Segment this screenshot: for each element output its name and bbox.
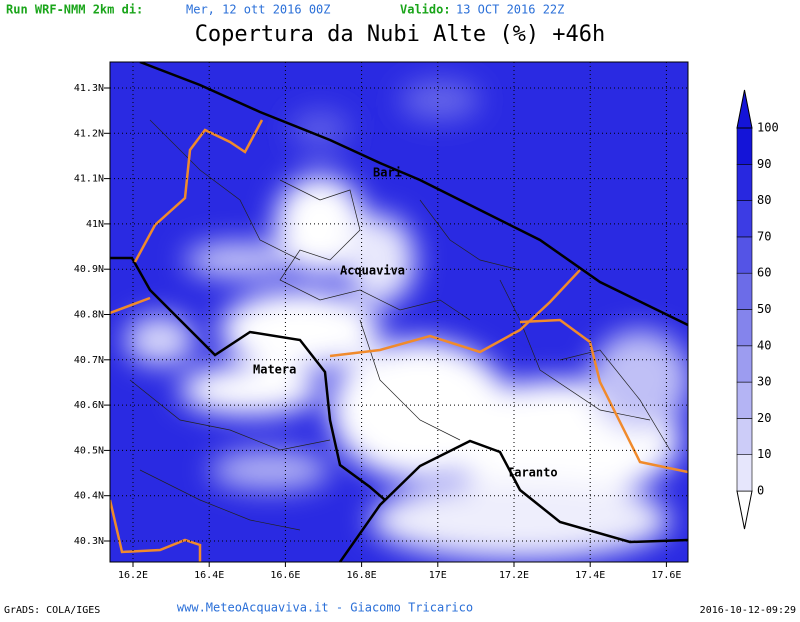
lat-label: 41.1N — [74, 174, 104, 185]
city-label: Acquaviva — [340, 264, 405, 278]
colorbar-swatch — [736, 272, 753, 310]
regional-borders — [110, 119, 688, 562]
lat-label: 40.7N — [74, 355, 104, 366]
colorbar-swatch — [736, 309, 753, 347]
colorbar-label: 20 — [757, 411, 771, 425]
timestamp: 2016-10-12-09:29 — [700, 605, 796, 616]
grid-lines — [110, 62, 688, 562]
lat-label: 40.9N — [74, 264, 104, 275]
run-date: Mer, 12 ott 2016 00Z — [186, 3, 331, 17]
lat-label: 40.4N — [74, 491, 104, 502]
lon-label: 16.8E — [347, 570, 377, 581]
lon-label: 17E — [429, 570, 447, 581]
colorbar-swatch — [736, 236, 753, 274]
clear-areas — [125, 80, 688, 560]
colorbar-swatch — [736, 200, 753, 238]
lat-label: 41N — [86, 219, 104, 230]
colorbar-label: 100 — [757, 121, 779, 135]
map-field — [110, 62, 688, 562]
colorbar-swatch — [736, 454, 753, 492]
colorbar-swatch — [736, 345, 753, 383]
axis-labels: 41.3N 41.2N 41.1N 41N 40.9N 40.8N 40.7N 40.6N 40… — [74, 83, 682, 581]
colorbar-label: 40 — [757, 338, 771, 352]
lon-label: 17.2E — [499, 570, 529, 581]
colorbar-label: 90 — [757, 157, 771, 171]
colorbar-label: 30 — [757, 375, 771, 389]
lon-label: 16.2E — [118, 570, 148, 581]
lat-label: 41.3N — [74, 83, 104, 94]
lat-label: 40.3N — [74, 536, 104, 547]
colorbar-label: 50 — [757, 302, 771, 316]
colorbar-swatch — [736, 164, 753, 201]
lat-label: 40.5N — [74, 445, 104, 456]
colorbar-label: 10 — [757, 447, 771, 461]
colorbar-label: 0 — [757, 484, 764, 498]
city-label: Bari — [373, 166, 402, 180]
colorbar: 0 10 20 30 40 50 60 70 80 90 100 — [736, 89, 779, 530]
coastline — [110, 62, 688, 562]
run-label: Run WRF-NMM 2km di: — [6, 3, 143, 17]
colorbar-label: 70 — [757, 229, 771, 243]
city-label: Matera — [253, 363, 296, 377]
lat-label: 41.2N — [74, 128, 104, 139]
lat-label: 40.8N — [74, 310, 104, 321]
lat-label: 40.6N — [74, 400, 104, 411]
title: Copertura da Nubi Alte (%) +46h — [195, 22, 606, 47]
valid-date: 13 OCT 2016 22Z — [456, 3, 564, 17]
map-frame — [109, 61, 689, 563]
city-label: Taranto — [507, 466, 558, 480]
colorbar-swatch — [736, 127, 753, 165]
colorbar-label: 60 — [757, 266, 771, 280]
colorbar-label: 80 — [757, 193, 771, 207]
lon-label: 16.4E — [194, 570, 224, 581]
site-credit: www.MeteoAcquaviva.it - Giacomo Tricaric… — [177, 601, 473, 615]
colorbar-high-arrow — [736, 89, 753, 129]
valid-label: Valido: — [400, 3, 451, 17]
colorbar-swatch — [736, 381, 753, 419]
lon-label: 16.6E — [270, 570, 300, 581]
lon-label: 17.4E — [575, 570, 605, 581]
colorbar-swatch — [736, 418, 753, 455]
software-credit: GrADS: COLA/IGES — [4, 605, 100, 616]
lon-label: 17.6E — [651, 570, 681, 581]
